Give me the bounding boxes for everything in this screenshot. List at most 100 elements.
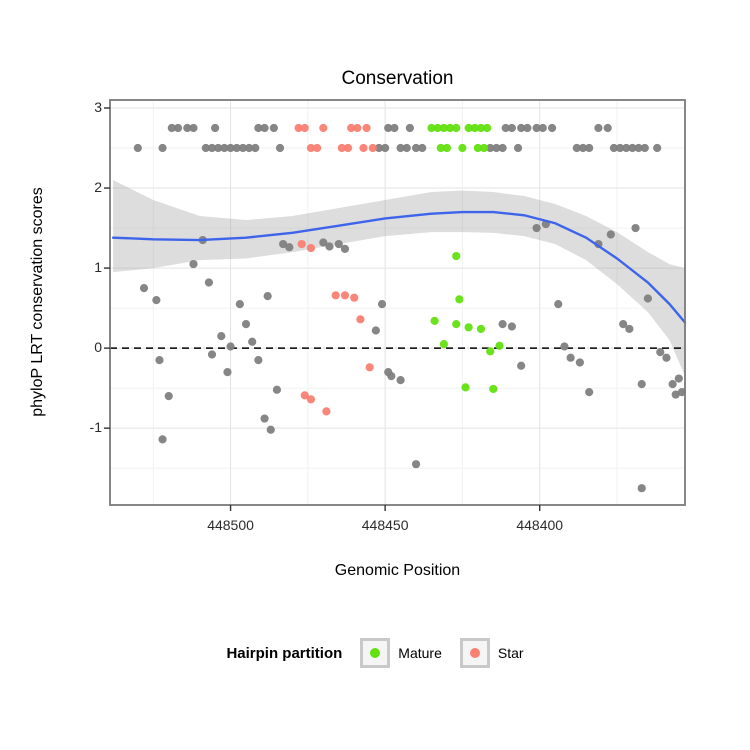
data-point: [656, 348, 665, 357]
y-tick-label: 1: [94, 259, 102, 276]
data-point: [260, 414, 269, 423]
data-point: [313, 143, 322, 153]
data-point: [334, 239, 343, 249]
data-point: [538, 123, 547, 133]
data-point: [285, 243, 294, 252]
data-point: [603, 123, 612, 133]
data-point: [232, 143, 241, 153]
data-point: [189, 259, 198, 269]
legend-items: Mature Star: [360, 638, 524, 668]
data-point: [594, 123, 603, 133]
data-point: [384, 123, 393, 133]
data-point: [241, 320, 251, 329]
data-point: [622, 143, 631, 153]
data-point: [433, 123, 442, 133]
data-point: [152, 295, 161, 305]
data-point: [554, 300, 563, 309]
data-point: [207, 143, 217, 153]
data-point: [300, 391, 309, 400]
data-point: [619, 320, 628, 329]
data-point: [133, 143, 142, 153]
data-point: [578, 143, 588, 153]
data-point: [560, 342, 569, 351]
smooth-trend-line: [111, 210, 687, 324]
data-point: [272, 385, 282, 394]
data-point: [637, 484, 646, 493]
data-point: [476, 324, 486, 334]
data-point: [381, 143, 390, 153]
data-point: [411, 460, 421, 469]
data-point: [183, 123, 192, 133]
data-point: [643, 294, 653, 303]
data-point: [640, 143, 649, 153]
data-point: [294, 123, 303, 133]
legend-item-star: Star: [459, 638, 524, 668]
data-point: [279, 239, 288, 249]
data-point: [173, 123, 183, 133]
plot-title: Conservation: [341, 68, 454, 89]
data-point: [365, 363, 374, 372]
data-point: [677, 388, 687, 397]
data-point: [362, 123, 371, 133]
data-point: [492, 143, 501, 153]
data-point: [297, 239, 306, 249]
data-point: [374, 143, 384, 153]
data-point: [254, 356, 263, 365]
data-point: [483, 123, 492, 133]
data-point: [439, 123, 448, 133]
data-point: [251, 143, 260, 153]
data-point: [337, 143, 346, 153]
data-point: [319, 123, 328, 133]
data-point: [606, 230, 615, 239]
data-point: [306, 243, 316, 253]
data-point: [201, 143, 210, 153]
data-point: [532, 123, 541, 133]
data-point: [452, 320, 461, 329]
legend-key-mature: [360, 638, 391, 668]
legend-point-icon: [469, 648, 480, 658]
data-point: [501, 123, 510, 133]
data-point: [260, 123, 269, 133]
data-point: [220, 143, 229, 153]
data-point: [523, 123, 532, 133]
legend: Hairpin partition Mature Star: [0, 638, 750, 668]
data-point: [158, 435, 167, 444]
data-point: [671, 390, 680, 399]
data-point: [322, 407, 331, 416]
data-point: [204, 278, 214, 287]
data-point: [306, 395, 316, 404]
data-point: [164, 392, 173, 401]
data-point: [418, 143, 427, 153]
data-point: [266, 425, 275, 434]
x-tick-label: 448500: [207, 517, 254, 533]
data-point: [458, 143, 467, 153]
legend-point-icon: [370, 648, 381, 658]
series-mature: [427, 123, 504, 394]
data-point: [368, 143, 377, 153]
data-point: [637, 380, 646, 389]
data-point: [347, 123, 356, 133]
data-point: [609, 143, 618, 153]
data-point: [575, 358, 584, 367]
data-point: [507, 123, 516, 133]
data-point: [254, 123, 263, 133]
data-point: [275, 143, 285, 153]
data-point: [226, 342, 235, 351]
data-point: [445, 123, 455, 133]
data-point: [517, 123, 526, 133]
data-point: [436, 143, 445, 153]
data-point: [402, 143, 411, 153]
data-point: [489, 384, 498, 394]
data-point: [668, 380, 677, 389]
legend-label: Mature: [398, 645, 442, 661]
data-point: [214, 143, 223, 153]
data-point: [158, 143, 167, 153]
data-point: [461, 383, 470, 392]
data-point: [155, 356, 164, 365]
data-point: [662, 353, 671, 362]
panel-background: [110, 100, 685, 505]
data-point: [387, 372, 396, 381]
data-point: [572, 143, 581, 153]
data-point: [495, 341, 504, 350]
